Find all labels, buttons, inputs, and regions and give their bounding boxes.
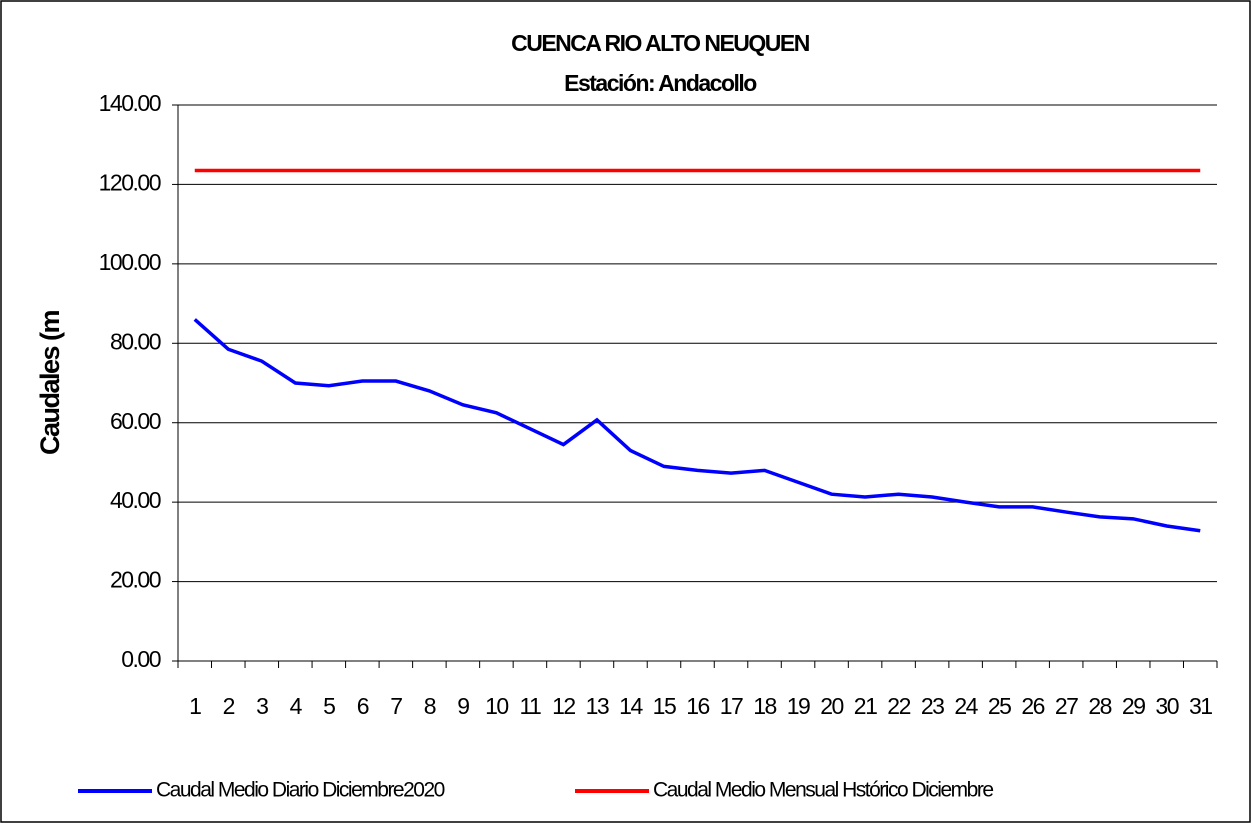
x-tick-label: 1 <box>189 693 201 719</box>
y-tick-label: 60.00 <box>110 408 161 434</box>
y-tick-label: 120.00 <box>99 170 161 196</box>
x-tick-label: 2 <box>223 693 235 719</box>
x-tick-label: 14 <box>619 693 643 719</box>
x-tick-label: 22 <box>887 693 910 719</box>
chart-subtitle: Estación: Andacollo <box>564 70 757 96</box>
x-tick-label: 24 <box>954 693 978 719</box>
x-tick-label: 29 <box>1122 693 1145 719</box>
x-tick-label: 9 <box>457 693 469 719</box>
x-tick-label: 20 <box>820 693 843 719</box>
x-tick-label: 10 <box>485 693 508 719</box>
x-tick-label: 27 <box>1055 693 1078 719</box>
x-tick-label: 15 <box>653 693 676 719</box>
x-tick-label: 4 <box>290 693 303 719</box>
x-tick-label: 31 <box>1189 693 1212 719</box>
x-tick-label: 25 <box>988 693 1011 719</box>
x-tick-label: 8 <box>424 693 436 719</box>
x-tick-label: 26 <box>1021 693 1044 719</box>
x-tick-label: 5 <box>323 693 335 719</box>
legend-label: Caudal Medio Mensual Hstórico Diciembre <box>653 779 993 802</box>
x-tick-label: 11 <box>519 693 541 719</box>
legend-label: Caudal Medio Diario Diciembre2020 <box>156 779 445 802</box>
x-tick-label: 21 <box>854 693 877 719</box>
x-tick-label: 17 <box>720 693 743 719</box>
x-tick-label: 19 <box>787 693 810 719</box>
x-tick-label: 12 <box>552 693 575 719</box>
y-tick-label: 20.00 <box>110 567 161 593</box>
x-tick-label: 7 <box>390 693 402 719</box>
x-tick-label: 30 <box>1155 693 1178 719</box>
y-tick-label: 100.00 <box>99 249 161 275</box>
chart-title: CUENCA RIO ALTO NEUQUEN <box>511 30 810 56</box>
x-tick-label: 18 <box>753 693 776 719</box>
y-tick-label: 0.00 <box>121 646 160 672</box>
y-tick-label: 80.00 <box>110 328 161 354</box>
x-tick-label: 13 <box>586 693 609 719</box>
x-tick-label: 23 <box>921 693 944 719</box>
y-tick-label: 140.00 <box>99 90 161 116</box>
y-axis-label: Caudales (m <box>35 310 65 455</box>
y-tick-label: 40.00 <box>110 487 161 513</box>
x-tick-label: 3 <box>256 693 268 719</box>
x-tick-label: 16 <box>686 693 709 719</box>
series-line <box>193 318 1201 533</box>
x-tick-label: 6 <box>357 693 369 719</box>
x-tick-label: 28 <box>1088 693 1111 719</box>
